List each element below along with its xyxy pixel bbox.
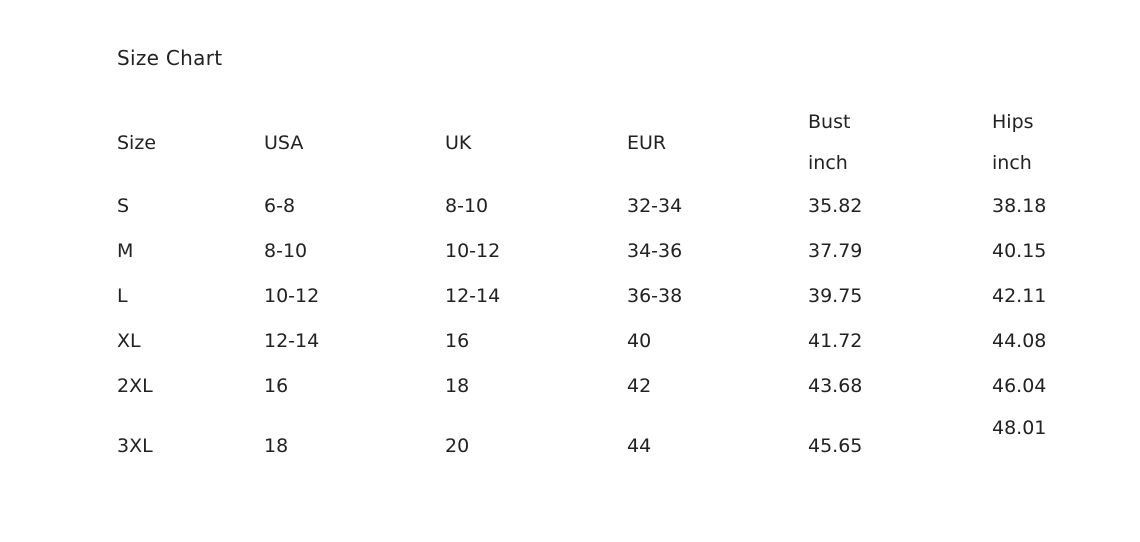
- cell-size: L: [117, 285, 128, 307]
- table-row: 2XL 16 18 42 43.68 46.04: [110, 364, 1132, 409]
- cell-bust: 45.65: [808, 434, 863, 457]
- cell-hips: 42.11: [992, 285, 1047, 307]
- cell-usa: 8-10: [264, 240, 308, 262]
- cell-uk: 12-14: [445, 285, 501, 307]
- cell-usa: 16: [264, 375, 289, 397]
- cell-uk: 16: [445, 330, 470, 352]
- cell-eur: 34-36: [627, 240, 683, 262]
- cell-size: 3XL: [117, 434, 153, 457]
- cell-bust: 37.79: [808, 240, 863, 262]
- cell-hips: 44.08: [992, 330, 1047, 352]
- header-hips-unit: inch: [992, 152, 1032, 174]
- header-eur: EUR: [627, 131, 667, 154]
- table-row: L 10-12 12-14 36-38 39.75 42.11: [110, 274, 1132, 319]
- header-bust-unit: inch: [808, 152, 848, 174]
- cell-hips: 38.18: [992, 195, 1047, 217]
- cell-hips: 40.15: [992, 240, 1047, 262]
- cell-bust: 43.68: [808, 375, 863, 397]
- cell-usa: 12-14: [264, 330, 320, 352]
- page-title: Size Chart: [117, 46, 223, 70]
- header-uk: UK: [445, 131, 472, 154]
- header-bust-label: Bust: [808, 111, 851, 133]
- cell-usa: 18: [264, 434, 289, 457]
- cell-hips: 48.01: [992, 417, 1047, 439]
- header-bust: Bust inch: [801, 102, 985, 184]
- cell-eur: 42: [627, 375, 652, 397]
- cell-size: XL: [117, 330, 141, 352]
- cell-usa: 10-12: [264, 285, 320, 307]
- header-usa: USA: [264, 131, 304, 154]
- cell-bust: 39.75: [808, 285, 863, 307]
- cell-eur: 36-38: [627, 285, 683, 307]
- table-header-row: Size USA UK EUR Bust inch Hips inch: [110, 102, 1132, 184]
- cell-uk: 10-12: [445, 240, 501, 262]
- cell-eur: 40: [627, 330, 652, 352]
- cell-eur: 44: [627, 434, 652, 457]
- cell-uk: 8-10: [445, 195, 489, 217]
- table-row: XL 12-14 16 40 41.72 44.08: [110, 319, 1132, 364]
- cell-size: M: [117, 240, 134, 262]
- cell-size: 2XL: [117, 375, 153, 397]
- table-row: S 6-8 8-10 32-34 35.82 38.18: [110, 184, 1132, 229]
- cell-uk: 20: [445, 434, 470, 457]
- size-chart-table: Size USA UK EUR Bust inch Hips inch S 6-8 …: [110, 102, 1132, 483]
- table-row: M 8-10 10-12 34-36 37.79 40.15: [110, 229, 1132, 274]
- header-size: Size: [117, 131, 157, 154]
- cell-uk: 18: [445, 375, 470, 397]
- table-row: 3XL 18 20 44 45.65 48.01: [110, 409, 1132, 483]
- header-hips: Hips inch: [985, 102, 1132, 184]
- cell-eur: 32-34: [627, 195, 683, 217]
- cell-bust: 41.72: [808, 330, 863, 352]
- cell-bust: 35.82: [808, 195, 863, 217]
- cell-hips: 46.04: [992, 375, 1047, 397]
- cell-size: S: [117, 195, 130, 217]
- cell-usa: 6-8: [264, 195, 296, 217]
- header-hips-label: Hips: [992, 111, 1034, 133]
